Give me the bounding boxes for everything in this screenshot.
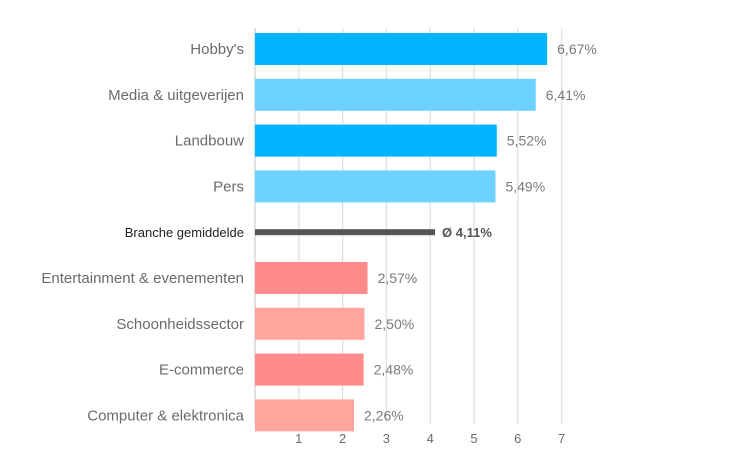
data-label: 6,41% [546,87,586,103]
average-bar [255,229,436,236]
x-tick-label: 6 [514,431,521,446]
data-label: 5,52% [507,133,547,149]
category-label: Landbouw [175,133,244,150]
x-tick-label: 2 [339,431,346,446]
data-label: 2,50% [375,316,415,332]
category-label: Pers [213,178,244,195]
category-label: Computer & elektronica [87,407,244,424]
x-tick-label: 3 [383,431,390,446]
category-label: Schoonheidssector [116,316,244,333]
x-tick-label: 5 [470,431,477,446]
x-tick-label: 7 [558,431,565,446]
bar [255,78,536,111]
bar [255,124,497,157]
data-label: 5,49% [505,178,545,194]
bar [255,353,364,386]
data-label: 6,67% [557,41,597,57]
x-tick-label: 4 [427,431,434,446]
category-label: Entertainment & evenementen [41,270,244,287]
bar [255,262,368,294]
data-label: 2,57% [378,270,418,286]
bars [255,33,548,432]
bar [255,33,548,65]
category-label: Media & uitgeverijen [108,87,244,104]
bar [255,399,354,432]
category-label: E-commerce [159,362,244,379]
x-tick-label: 1 [295,431,302,446]
average-value-label: Ø 4,11% [442,225,492,240]
data-label: 2,48% [374,362,414,378]
category-label: Hobby's [190,41,244,58]
bar [255,307,365,340]
category-label: Branche gemiddelde [125,225,244,240]
bar [255,170,496,203]
data-label: 2,26% [364,407,404,423]
labels: 1 2 3 4 5 6 7 Hobby's 6,67% Media & uitgeverijen 6… [41,41,596,446]
